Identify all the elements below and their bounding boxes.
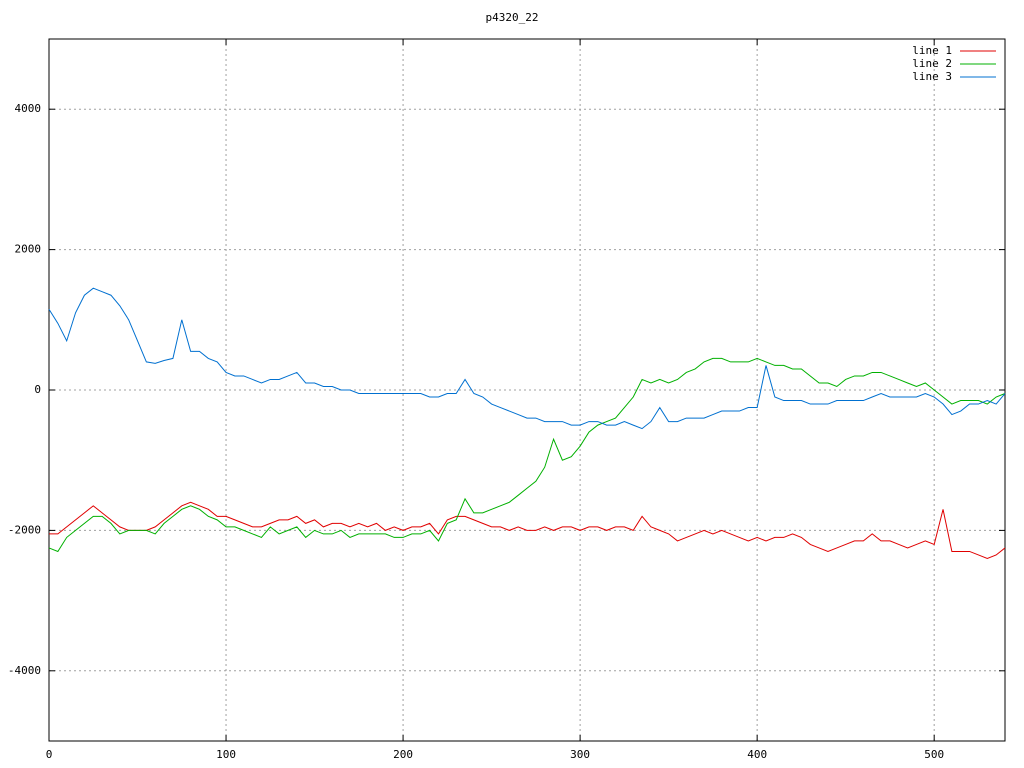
legend-label: line 1 xyxy=(912,44,952,57)
legend-label: line 3 xyxy=(912,70,952,83)
chart-title: p4320_22 xyxy=(486,11,539,24)
x-tick-label: 300 xyxy=(570,748,590,761)
data-line xyxy=(48,287,1006,430)
x-tick-label: 0 xyxy=(46,748,53,761)
x-tick-label: 100 xyxy=(216,748,236,761)
x-tick-label: 500 xyxy=(924,748,944,761)
data-line xyxy=(48,357,1006,553)
legend-label: line 2 xyxy=(912,57,952,70)
plot-border xyxy=(48,38,1006,742)
y-tick-label: 2000 xyxy=(15,243,42,256)
x-tick-label: 400 xyxy=(747,748,767,761)
data-line xyxy=(49,501,1006,560)
y-tick-label: 0 xyxy=(34,383,41,396)
y-tick-label: -2000 xyxy=(8,523,41,536)
x-tick-label: 200 xyxy=(393,748,413,761)
y-tick-label: 4000 xyxy=(15,102,42,115)
y-tick-label: -4000 xyxy=(8,664,41,677)
